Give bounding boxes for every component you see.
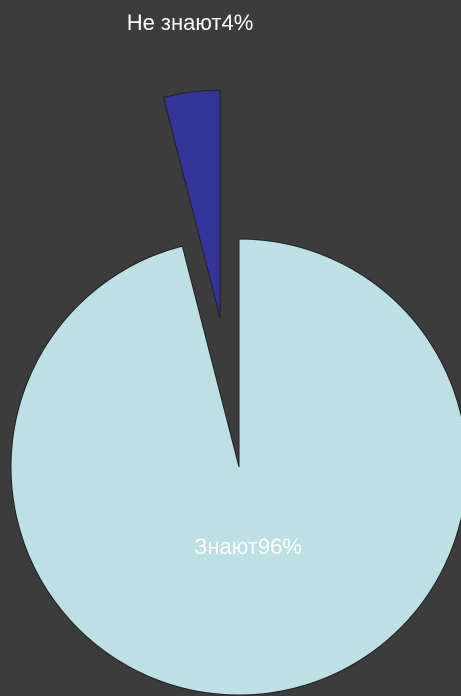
category: Знают bbox=[194, 534, 258, 559]
data-label: Знают96% bbox=[168, 528, 328, 566]
pie-slice bbox=[162, 89, 221, 319]
value-label: 4% bbox=[221, 10, 254, 35]
pie-slice bbox=[10, 238, 461, 696]
value-label: 96% bbox=[257, 534, 302, 559]
data-label: Не знают4% bbox=[125, 4, 255, 42]
category: Не знают bbox=[126, 10, 222, 35]
